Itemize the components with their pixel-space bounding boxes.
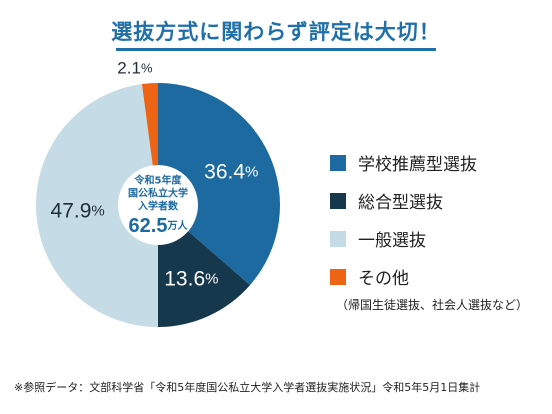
footnote: ※参照データ：文部科学省「令和5年度国公私立大学入学者選抜実施状況」令和5年5月… — [14, 381, 481, 394]
legend-swatch-4 — [330, 268, 346, 285]
legend-item-4: その他 — [330, 264, 409, 289]
legend-swatch-1 — [330, 154, 346, 171]
center-line-2: 国公私立大学 — [128, 187, 188, 200]
pie-slice-1 — [158, 83, 280, 286]
legend-note: （帰国生徒選抜、社会人選抜など） — [336, 298, 529, 312]
legend-swatch-3 — [330, 230, 346, 247]
center-total: 62.5万人 — [129, 215, 189, 237]
legend-item-1: 学校推薦型選抜 — [330, 150, 477, 175]
center-line-1: 令和5年度 — [134, 174, 183, 187]
legend-swatch-2 — [330, 192, 346, 209]
pie-slice-3 — [36, 84, 158, 327]
legend-item-3: 一般選抜 — [330, 226, 426, 251]
legend-label-4: その他 — [358, 269, 409, 289]
legend-label-1: 学校推薦型選抜 — [358, 155, 477, 175]
legend-label-3: 一般選抜 — [358, 231, 426, 251]
slice-label-1: 36.4% — [204, 160, 258, 183]
chart-title: 選抜方式に関わらず評定は大切！ — [111, 20, 441, 44]
legend-label-2: 総合型選抜 — [358, 193, 443, 213]
title-underline — [116, 48, 436, 51]
slice-label-2: 13.6% — [164, 267, 218, 290]
slice-label-4: 2.1% — [117, 58, 153, 77]
center-line-3: 入学者数 — [138, 200, 179, 213]
slice-label-3: 47.9% — [51, 199, 105, 222]
legend-item-2: 総合型選抜 — [330, 188, 443, 213]
center-hole — [118, 165, 198, 245]
